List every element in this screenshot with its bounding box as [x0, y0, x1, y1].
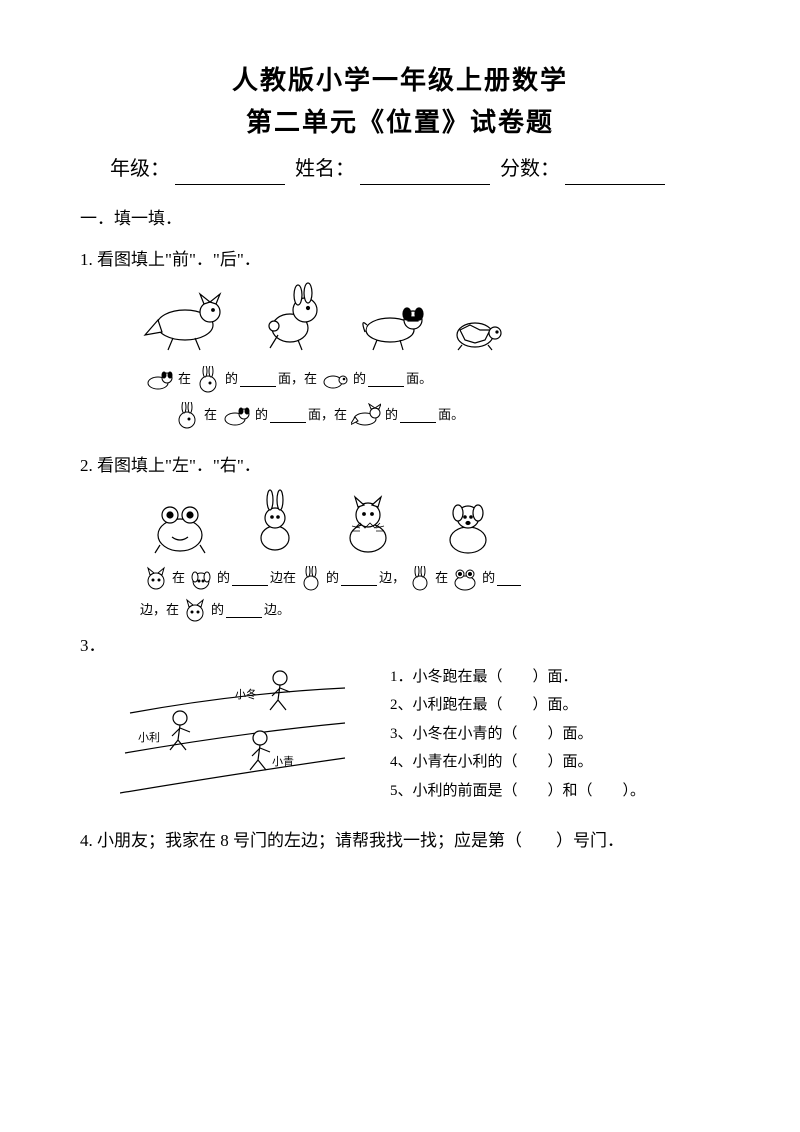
- q3-wrap: 小冬 小利 小青 1．小冬跑在最（ ）面． 2、小利跑在最（ ）面。 3、小冬在…: [80, 663, 720, 806]
- q2l1-t5: 边，: [379, 568, 405, 589]
- q3-item-4: 4、小青在小利的（ ）面。: [390, 748, 645, 777]
- q1-fill-line-1: 在 的 面，在 的 面。: [140, 366, 720, 394]
- blank[interactable]: [400, 409, 436, 423]
- q1l1-t5: 面。: [406, 369, 432, 390]
- q2l1-t6: 在: [435, 568, 448, 589]
- turtle-icon: [321, 369, 349, 391]
- title-block: 人教版小学一年级上册数学 第二单元《位置》试卷题: [80, 60, 720, 143]
- title-line-1: 人教版小学一年级上册数学: [80, 60, 720, 102]
- name-label: 姓名：: [295, 158, 355, 180]
- q1l2-t4: 的: [385, 405, 398, 426]
- q2l1-t4: 的: [326, 568, 339, 589]
- q1l2-t3: 面，在: [308, 405, 347, 426]
- q3-marker: 3．: [80, 632, 720, 659]
- info-row: 年级： 姓名： 分数：: [80, 153, 720, 185]
- rabbit-icon: [174, 402, 200, 430]
- q2-figure-row: [140, 485, 720, 560]
- title-line-2: 第二单元《位置》试卷题: [80, 102, 720, 144]
- score-blank[interactable]: [565, 163, 665, 185]
- q3-figure: 小冬 小利 小青: [120, 663, 350, 803]
- label-xiaoli: 小利: [138, 731, 160, 744]
- q2l1-t3: 边在: [270, 568, 296, 589]
- q2-prompt: 2. 看图填上"左"．"右"．: [80, 452, 720, 479]
- q2l2-t1: 边，在: [140, 600, 179, 621]
- blank[interactable]: [240, 373, 276, 387]
- q1l2-t1: 在: [204, 405, 217, 426]
- q1l1-t4: 的: [353, 369, 366, 390]
- q3-item-5: 5、小利的前面是（ ）和（ ）。: [390, 777, 645, 806]
- q1-prompt: 1. 看图填上"前"．"后"．: [80, 246, 720, 273]
- blank[interactable]: [368, 373, 404, 387]
- grade-label: 年级：: [110, 158, 170, 180]
- label-xiaoqing: 小青: [272, 755, 294, 768]
- label-xiaodong: 小冬: [235, 687, 257, 701]
- q2l2-t3: 边。: [264, 600, 290, 621]
- blank[interactable]: [341, 572, 377, 586]
- q1l2-t2: 的: [255, 405, 268, 426]
- q2l1-t1: 在: [172, 568, 185, 589]
- section-1-heading: 一．填一填．: [80, 205, 720, 232]
- dog-icon: [144, 367, 174, 393]
- blank[interactable]: [226, 604, 262, 618]
- rabbit-icon: [300, 566, 322, 592]
- q4-text: 4. 小朋友；我家在 8 号门的左边；请帮我找一找；应是第（ ）号门．: [80, 827, 720, 854]
- q3-item-2: 2、小利跑在最（ ）面。: [390, 691, 645, 720]
- q1l1-t3: 面，在: [278, 369, 317, 390]
- q1-running-animals: [140, 280, 520, 360]
- frog-icon: [452, 567, 478, 591]
- q2-fill-line-1: 在 的 边在 的 边， 在 的: [140, 566, 720, 592]
- rabbit-icon: [195, 366, 221, 394]
- q2l1-t7: 的: [482, 568, 495, 589]
- blank[interactable]: [270, 409, 306, 423]
- rabbit-icon: [409, 566, 431, 592]
- q2-animals: [140, 485, 540, 560]
- grade-blank[interactable]: [175, 163, 285, 185]
- q1l1-t2: 的: [225, 369, 238, 390]
- q1-fill-line-2: 在 的 面，在 的 面。: [170, 402, 720, 430]
- cat-icon: [144, 566, 168, 592]
- q2l1-t2: 的: [217, 568, 230, 589]
- q3-text-list: 1．小冬跑在最（ ）面． 2、小利跑在最（ ）面。 3、小冬在小青的（ ）面。 …: [390, 663, 645, 806]
- q1l2-t5: 面。: [438, 405, 464, 426]
- cat-icon: [183, 598, 207, 624]
- blank[interactable]: [497, 572, 521, 586]
- q1l1-t1: 在: [178, 369, 191, 390]
- name-blank[interactable]: [360, 163, 490, 185]
- q3-item-1: 1．小冬跑在最（ ）面．: [390, 663, 645, 692]
- dog-icon: [221, 403, 251, 429]
- blank[interactable]: [232, 572, 268, 586]
- score-label: 分数：: [500, 158, 560, 180]
- q2-fill-line-2: 边，在 的 边。: [140, 598, 720, 624]
- q1-figure-row: [140, 280, 720, 360]
- fox-icon: [351, 403, 381, 429]
- q2l2-t2: 的: [211, 600, 224, 621]
- dog-icon: [189, 566, 213, 592]
- q3-item-3: 3、小冬在小青的（ ）面。: [390, 720, 645, 749]
